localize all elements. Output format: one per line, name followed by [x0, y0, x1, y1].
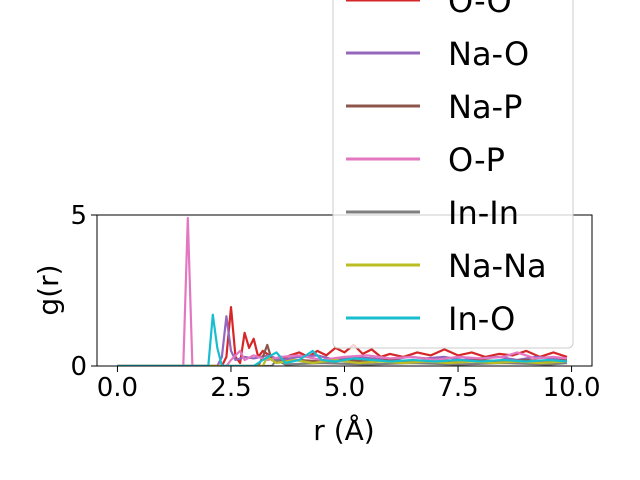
legend-label-na-p: Na-P: [448, 88, 522, 126]
x-tick-label: 7.5: [437, 373, 478, 403]
series-line-o-o: [117, 306, 568, 366]
series-layer: [117, 216, 568, 366]
y-tick-label: 0: [70, 352, 87, 382]
legend-label-in-o: In-O: [448, 300, 515, 338]
x-tick-label: 0.0: [97, 373, 138, 403]
series-line-in-o: [117, 313, 568, 366]
legend-frame: [332, 0, 574, 349]
legend-label-in-in: In-In: [448, 194, 519, 232]
y-tick-label: 5: [70, 201, 87, 231]
x-tick-label: 5.0: [324, 373, 365, 403]
legend: O-O Na-O Na-P O-P In-In Na-Na In-O: [332, 0, 574, 349]
y-axis-label: g(r): [32, 264, 65, 315]
legend-label-o-o: O-O: [448, 0, 512, 20]
legend-label-na-o: Na-O: [448, 35, 529, 73]
legend-label-o-p: O-P: [448, 141, 505, 179]
legend-label-na-na: Na-Na: [448, 247, 547, 285]
x-axis-label: r (Å): [313, 413, 374, 447]
x-tick-label: 10.0: [543, 373, 601, 403]
x-axis: 0.0 2.5 5.0 7.5 10.0: [97, 366, 601, 403]
x-tick-label: 2.5: [210, 373, 251, 403]
y-axis: 05: [70, 201, 97, 382]
